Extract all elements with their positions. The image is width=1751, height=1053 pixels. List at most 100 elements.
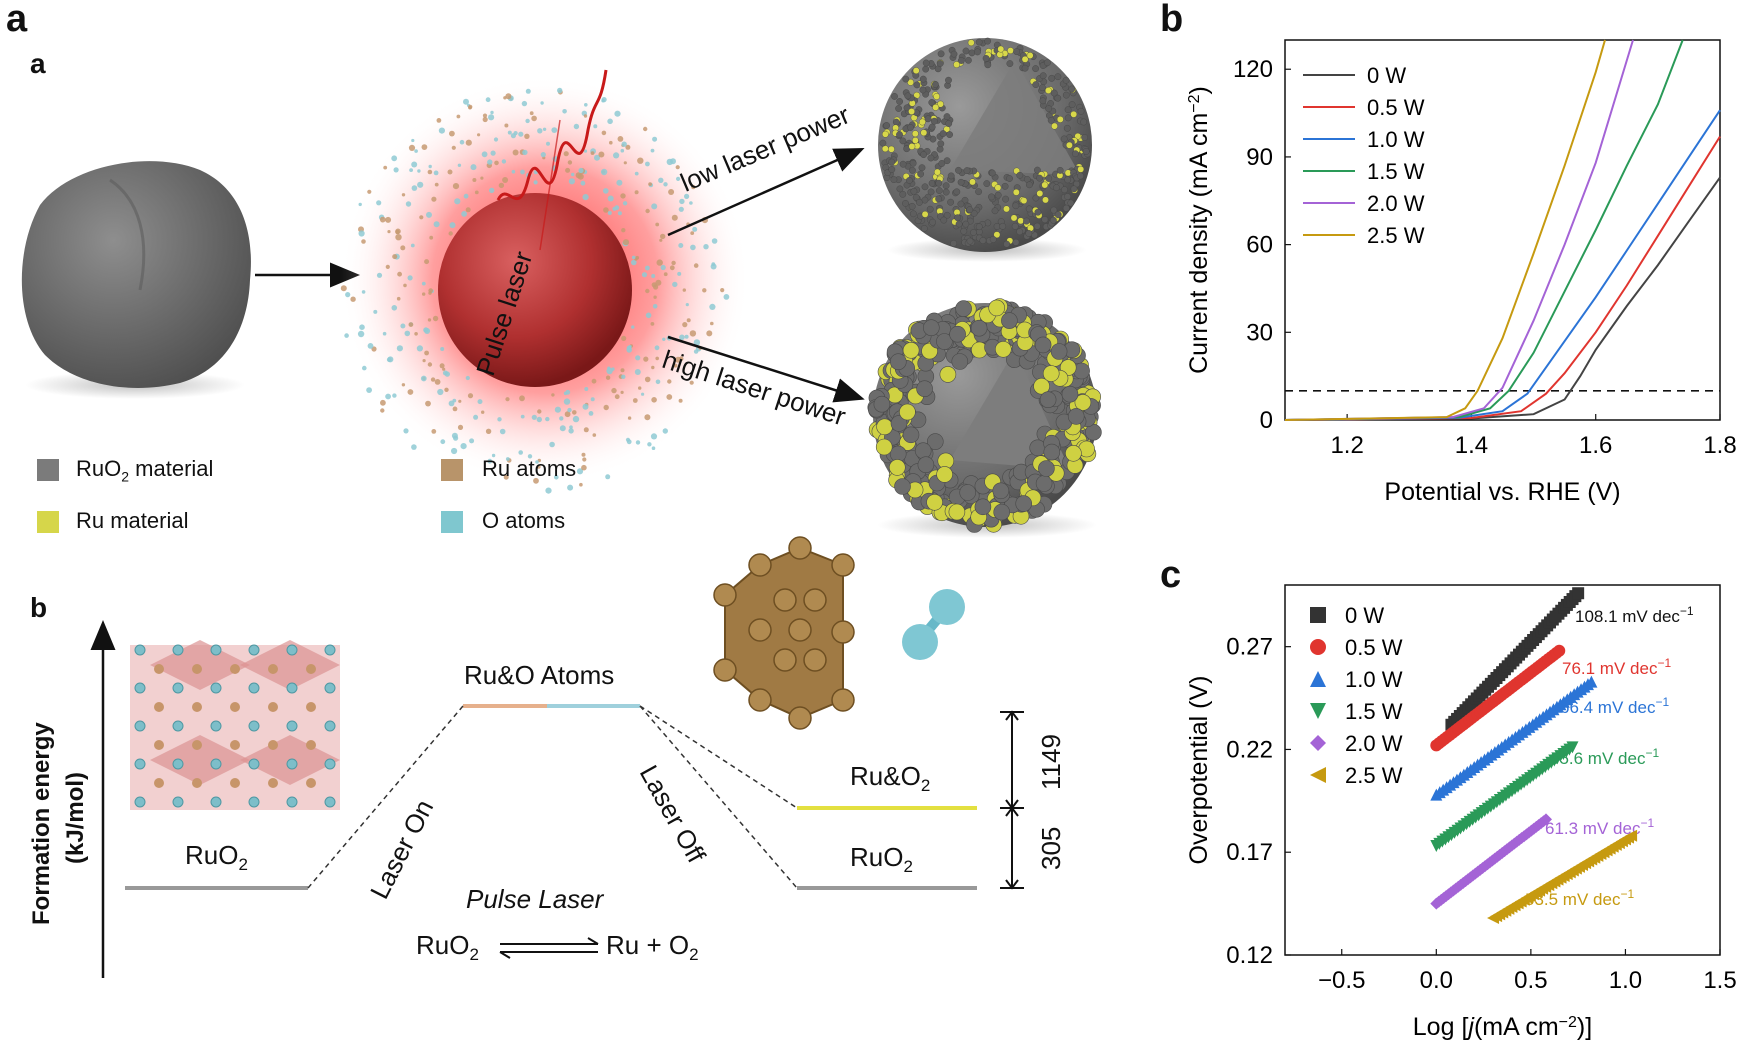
data-point — [1310, 671, 1326, 687]
panel-a-label: a — [30, 48, 46, 79]
y-axis-title: Current density (mA cm−2) — [1185, 86, 1213, 374]
high-power-product-sphere — [867, 298, 1102, 538]
series-line — [1284, 135, 1721, 421]
legend-label: 1.5 W — [1367, 159, 1425, 184]
legend-label: 1.0 W — [1367, 127, 1425, 152]
equation-right: Ru + O2 — [606, 930, 699, 965]
slope-label: 61.3 mV dec−1 — [1545, 816, 1654, 838]
legend-label: 2.0 W — [1345, 731, 1403, 756]
gap-305-label: 305 — [1036, 826, 1066, 870]
high-power-arrow — [667, 335, 865, 403]
y-axis-title: Overpotential (V) — [1185, 676, 1213, 865]
energy-axis-unit: (kJ/mol) — [62, 771, 89, 864]
chart-c-frame — [1284, 584, 1721, 956]
x-tick-label: 1.8 — [1703, 432, 1736, 459]
x-axis-title: Potential vs. RHE (V) — [1384, 478, 1620, 506]
chart-b-frame — [1284, 39, 1721, 421]
legend-label: 0 W — [1345, 603, 1384, 628]
legend-swatch-ru — [37, 511, 59, 533]
y-tick-label: 0.27 — [1226, 634, 1273, 661]
series-line — [1284, 39, 1634, 421]
legend-label: 1.0 W — [1345, 667, 1403, 692]
legend-label: 2.0 W — [1367, 191, 1425, 216]
y-tick-label: 0.12 — [1226, 942, 1273, 969]
data-point — [1585, 675, 1598, 688]
legend-label: 0.5 W — [1367, 95, 1425, 120]
legend-swatch-ruo2 — [37, 459, 59, 481]
atom-cloud — [340, 87, 730, 494]
equilibrium-arrows — [499, 937, 599, 959]
data-point — [1310, 639, 1326, 655]
series-line — [1284, 176, 1721, 421]
data-point — [1310, 703, 1326, 719]
legend-label: 0 W — [1367, 63, 1406, 88]
legend-ru-material: Ru material — [76, 508, 189, 533]
state-ru-o-atoms: Ru&O Atoms — [464, 660, 615, 690]
legend-o-atoms: O atoms — [482, 508, 566, 533]
state-ruo2-right: RuO2 — [850, 842, 913, 877]
energy-axis-title: Formation energy — [28, 722, 55, 925]
x-tick-label: 1.2 — [1330, 432, 1363, 459]
y-tick-label: 0.22 — [1226, 736, 1273, 763]
o2-molecule-illustration — [902, 589, 965, 660]
x-tick-label: −0.5 — [1318, 967, 1365, 994]
data-point — [1310, 607, 1326, 623]
data-point — [1553, 644, 1566, 657]
x-tick-label: 1.6 — [1579, 432, 1612, 459]
energy-gap-brackets — [1000, 710, 1024, 890]
slope-label: 66.4 mV dec−1 — [1560, 695, 1669, 717]
legend-swatch-o-atoms — [441, 511, 463, 533]
state-ruo2-left: RuO2 — [185, 840, 248, 875]
slope-label: 53.5 mV dec−1 — [1525, 887, 1634, 909]
y-tick-label: 30 — [1246, 319, 1273, 346]
legend-label: 2.5 W — [1367, 223, 1425, 248]
legend-ru-atoms: Ru atoms — [482, 456, 577, 481]
legend-swatch-ru-atoms — [441, 459, 463, 481]
ruo2-blob-illustration — [21, 161, 251, 399]
x-tick-label: 1.4 — [1455, 432, 1488, 459]
panel-b-energy-label: b — [30, 592, 48, 623]
data-point — [1310, 767, 1326, 783]
slope-label: 76.1 mV dec−1 — [1562, 656, 1671, 678]
equation-left: RuO2 — [416, 930, 479, 965]
series-line — [1284, 39, 1606, 421]
slope-label: 65.6 mV dec−1 — [1550, 746, 1659, 768]
y-tick-label: 90 — [1246, 144, 1273, 171]
legend-ruo2-material: RuO2 material — [76, 456, 214, 485]
legend-label: 2.5 W — [1345, 763, 1403, 788]
laser-off-path-upper — [639, 705, 798, 809]
laser-sphere-illustration — [340, 69, 750, 494]
y-tick-label: 120 — [1233, 56, 1273, 83]
y-tick-label: 60 — [1246, 232, 1273, 259]
ru-cluster-illustration — [713, 536, 855, 730]
chart-b-polarization: 1.2 1.4 1.6 1.8 0 30 60 90 120 0 W 0.5 W 1.0 W 1.5 W… — [1185, 39, 1737, 506]
data-point — [1566, 741, 1579, 754]
figure-outer-label: a — [6, 0, 28, 40]
y-tick-label: 0.17 — [1226, 839, 1273, 866]
laser-off-path-lower — [639, 705, 798, 889]
x-tick-label: 1.0 — [1609, 967, 1642, 994]
gap-1149-label: 1149 — [1036, 734, 1066, 790]
data-point — [1572, 587, 1585, 600]
low-power-product-sphere — [878, 37, 1092, 262]
low-power-arrow — [667, 147, 865, 237]
panel-c-chart-label: c — [1160, 554, 1182, 596]
x-axis-title: Log [j(mA cm−2)] — [1413, 1013, 1592, 1041]
data-point — [1625, 829, 1638, 842]
ruo2-crystal-illustration — [130, 640, 340, 810]
x-tick-label: 1.5 — [1703, 967, 1736, 994]
series-line — [1284, 109, 1721, 421]
pulse-laser-caption: Pulse Laser — [466, 884, 604, 914]
chart-c-tafel: −0.5 0.0 0.5 1.0 1.5 0.12 0.17 0.22 0.27 108.1 mV… — [1185, 584, 1737, 1041]
panel-b-chart-label: b — [1160, 0, 1184, 40]
x-tick-label: 0.0 — [1420, 967, 1453, 994]
slope-label: 108.1 mV dec−1 — [1575, 604, 1694, 626]
state-ru-o2: Ru&O2 — [850, 761, 931, 796]
data-point — [1310, 735, 1326, 751]
x-tick-label: 0.5 — [1514, 967, 1547, 994]
legend-label: 0.5 W — [1345, 635, 1403, 660]
laser-on-path — [307, 705, 464, 889]
legend-label: 1.5 W — [1345, 699, 1403, 724]
series-line — [1284, 39, 1684, 421]
